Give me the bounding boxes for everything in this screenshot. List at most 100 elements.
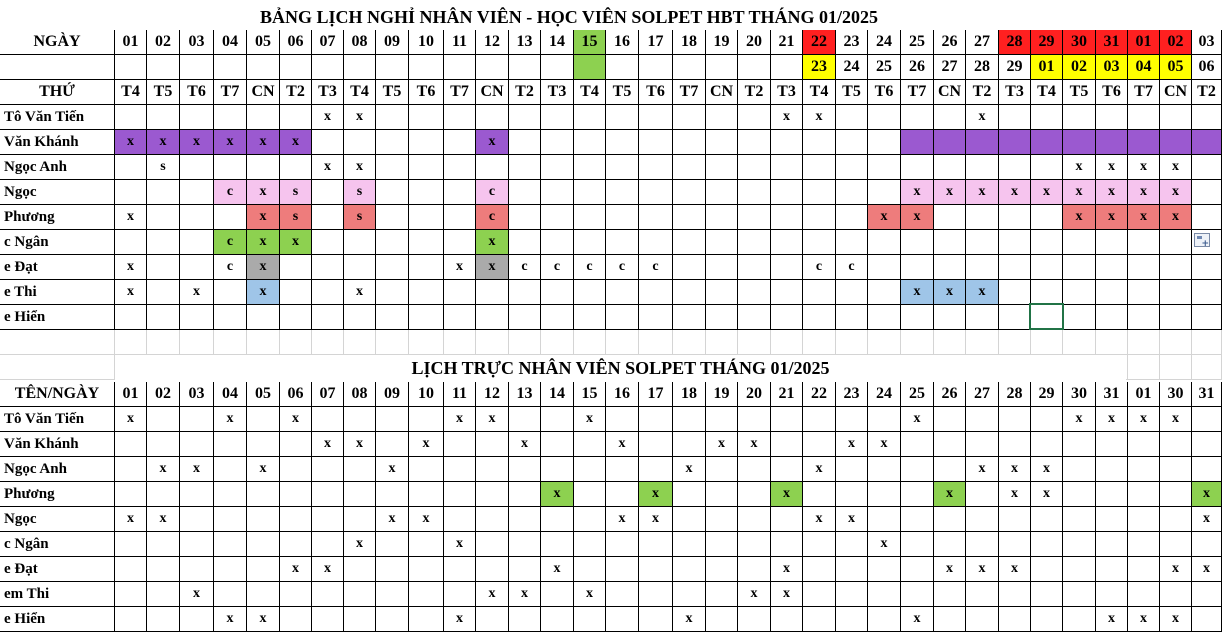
leave-date-cell[interactable]: 24: [868, 30, 901, 55]
leave-day-cell[interactable]: c: [509, 255, 541, 280]
leave-weekday-cell[interactable]: T7: [901, 80, 934, 105]
duty-day-cell[interactable]: [147, 582, 180, 607]
leave-lunar-date-cell[interactable]: [376, 55, 409, 80]
leave-day-cell[interactable]: [574, 280, 606, 305]
leave-day-cell[interactable]: [180, 205, 214, 230]
duty-day-cell[interactable]: x: [541, 557, 574, 582]
duty-day-cell[interactable]: [1160, 432, 1192, 457]
leave-day-cell[interactable]: x: [934, 280, 966, 305]
leave-day-cell[interactable]: x: [344, 280, 376, 305]
leave-day-cell[interactable]: [376, 305, 409, 330]
duty-day-cell[interactable]: [344, 407, 376, 432]
duty-day-cell[interactable]: [803, 532, 836, 557]
leave-day-cell[interactable]: [312, 230, 344, 255]
leave-day-cell[interactable]: [147, 205, 180, 230]
leave-day-cell[interactable]: [836, 305, 868, 330]
leave-day-cell[interactable]: [836, 205, 868, 230]
duty-day-cell[interactable]: [706, 557, 738, 582]
duty-date-cell[interactable]: 09: [376, 382, 409, 407]
duty-day-cell[interactable]: x: [901, 407, 934, 432]
leave-day-cell[interactable]: x: [476, 230, 509, 255]
duty-day-cell[interactable]: x: [574, 407, 606, 432]
leave-day-cell[interactable]: [541, 280, 574, 305]
leave-weekday-cell[interactable]: T6: [868, 80, 901, 105]
leave-date-cell[interactable]: 09: [376, 30, 409, 55]
leave-day-cell[interactable]: [214, 105, 247, 130]
duty-day-cell[interactable]: [738, 457, 771, 482]
duty-day-cell[interactable]: [673, 557, 706, 582]
leave-day-cell[interactable]: [706, 155, 738, 180]
duty-day-cell[interactable]: [541, 607, 574, 632]
duty-day-cell[interactable]: [214, 582, 247, 607]
leave-day-cell[interactable]: c: [476, 205, 509, 230]
duty-day-cell[interactable]: [376, 557, 409, 582]
leave-day-cell[interactable]: [147, 255, 180, 280]
duty-day-cell[interactable]: [803, 407, 836, 432]
duty-day-cell[interactable]: [1128, 532, 1160, 557]
duty-day-cell[interactable]: [147, 482, 180, 507]
empty-cell[interactable]: [901, 330, 934, 355]
leave-day-cell[interactable]: [444, 105, 476, 130]
leave-day-cell[interactable]: [409, 105, 444, 130]
leave-day-cell[interactable]: x: [247, 180, 280, 205]
leave-weekday-cell[interactable]: T4: [344, 80, 376, 105]
leave-day-cell[interactable]: [1192, 130, 1222, 155]
leave-weekday-cell[interactable]: CN: [1160, 80, 1192, 105]
leave-weekday-label[interactable]: THỨ: [0, 80, 115, 105]
leave-day-cell[interactable]: [673, 280, 706, 305]
leave-day-cell[interactable]: [673, 205, 706, 230]
duty-day-cell[interactable]: [1063, 457, 1096, 482]
leave-day-cell[interactable]: [1128, 105, 1160, 130]
duty-date-cell[interactable]: 31: [1096, 382, 1128, 407]
duty-day-cell[interactable]: [606, 582, 639, 607]
leave-employee-name[interactable]: e Thi: [0, 280, 115, 305]
duty-day-cell[interactable]: [115, 582, 147, 607]
leave-day-cell[interactable]: [409, 130, 444, 155]
duty-day-cell[interactable]: [738, 532, 771, 557]
duty-day-cell[interactable]: [344, 457, 376, 482]
duty-day-cell[interactable]: x: [247, 457, 280, 482]
duty-day-cell[interactable]: [476, 557, 509, 582]
duty-day-cell[interactable]: [901, 457, 934, 482]
empty-cell[interactable]: [1128, 330, 1160, 355]
leave-date-cell[interactable]: 16: [606, 30, 639, 55]
duty-day-cell[interactable]: x: [999, 482, 1031, 507]
leave-day-cell[interactable]: [574, 205, 606, 230]
leave-day-cell[interactable]: s: [147, 155, 180, 180]
leave-day-cell[interactable]: [999, 105, 1031, 130]
duty-day-cell[interactable]: [673, 407, 706, 432]
duty-day-cell[interactable]: [836, 407, 868, 432]
duty-day-cell[interactable]: x: [1031, 482, 1063, 507]
duty-day-cell[interactable]: [1063, 532, 1096, 557]
duty-day-cell[interactable]: [115, 532, 147, 557]
duty-day-cell[interactable]: [738, 557, 771, 582]
duty-day-cell[interactable]: [999, 507, 1031, 532]
duty-day-cell[interactable]: [1160, 457, 1192, 482]
duty-day-cell[interactable]: x: [344, 432, 376, 457]
duty-day-cell[interactable]: [639, 582, 673, 607]
leave-date-cell[interactable]: 18: [673, 30, 706, 55]
leave-date-cell[interactable]: 07: [312, 30, 344, 55]
leave-day-cell[interactable]: x: [901, 280, 934, 305]
duty-day-cell[interactable]: x: [771, 582, 803, 607]
duty-day-cell[interactable]: [1160, 582, 1192, 607]
leave-day-cell[interactable]: [541, 155, 574, 180]
leave-day-cell[interactable]: x: [115, 205, 147, 230]
duty-day-cell[interactable]: [1192, 457, 1222, 482]
duty-day-cell[interactable]: x: [999, 457, 1031, 482]
leave-day-cell[interactable]: [706, 180, 738, 205]
duty-day-cell[interactable]: [409, 582, 444, 607]
duty-day-cell[interactable]: [344, 607, 376, 632]
leave-date-cell[interactable]: 30: [1063, 30, 1096, 55]
leave-day-cell[interactable]: [934, 255, 966, 280]
leave-day-cell[interactable]: [639, 230, 673, 255]
duty-day-cell[interactable]: [868, 607, 901, 632]
duty-day-cell[interactable]: [280, 582, 312, 607]
leave-lunar-date-cell[interactable]: 29: [999, 55, 1031, 80]
leave-day-cell[interactable]: [214, 155, 247, 180]
leave-date-cell[interactable]: 03: [1192, 30, 1222, 55]
leave-day-cell[interactable]: [868, 155, 901, 180]
duty-day-cell[interactable]: [1031, 557, 1063, 582]
duty-date-cell[interactable]: 02: [147, 382, 180, 407]
leave-day-cell[interactable]: [934, 230, 966, 255]
